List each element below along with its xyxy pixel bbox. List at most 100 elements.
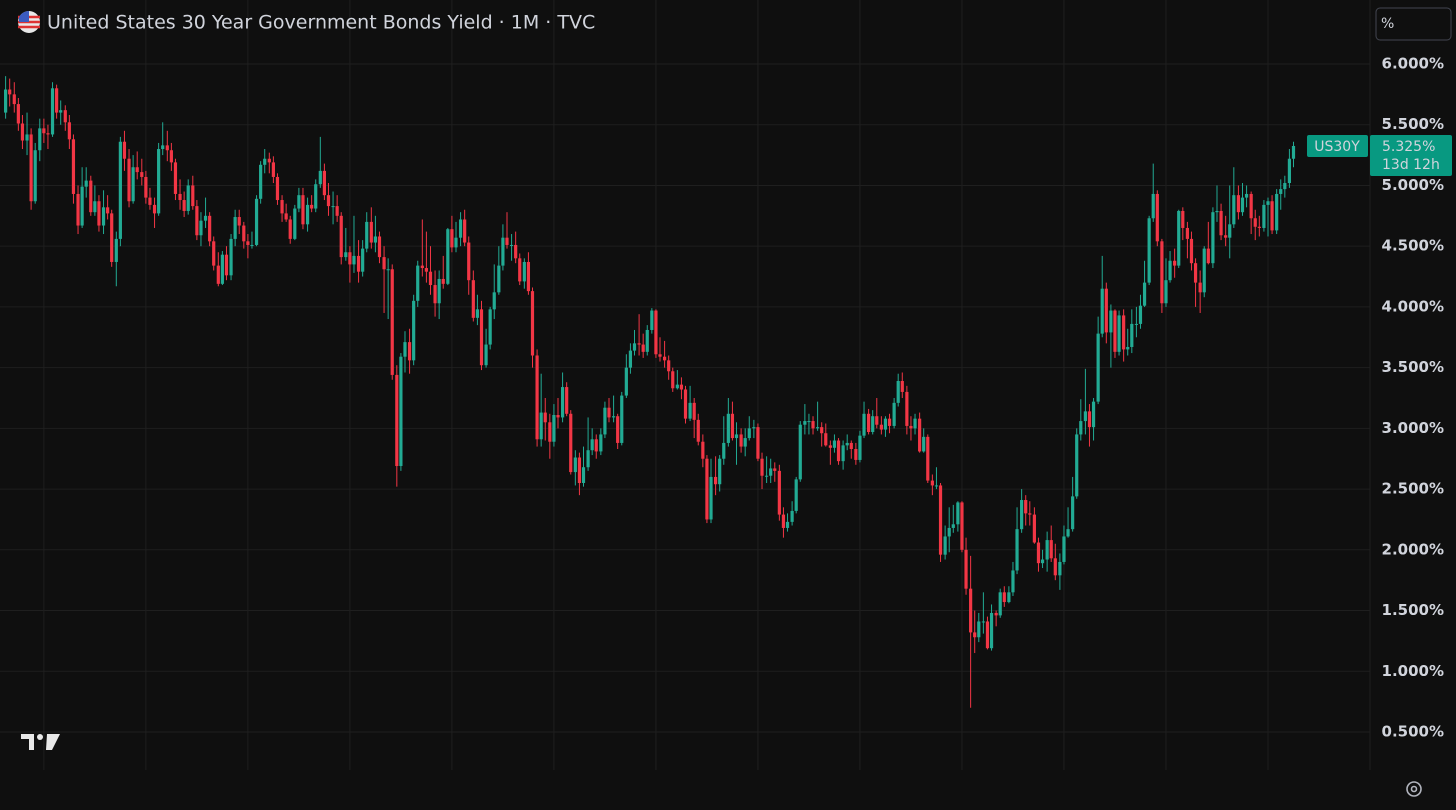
candle-body [224,254,229,276]
unit-button[interactable] [1375,7,1452,41]
candle-body [450,229,454,248]
candle-body [930,480,934,486]
candle-body [1177,210,1181,266]
candle-body [16,104,20,124]
candle-body [365,221,369,249]
candles [4,76,1296,708]
candle-body [1002,592,1006,603]
candle-body [1211,212,1215,264]
candle-body [739,434,743,447]
candle-body [590,439,594,451]
y-tick-label: 3.000% [1382,419,1444,437]
y-tick-label: 1.500% [1382,601,1444,619]
candle-body [1045,540,1049,560]
candle-body [1219,210,1223,236]
candle-body [50,88,55,135]
candle-body [386,269,390,271]
candle-body [382,257,386,270]
candle-body [293,208,297,239]
candle-body [322,170,326,196]
y-tick-label: 5.000% [1382,176,1444,194]
candle-body [1113,310,1117,352]
candle-body [913,418,917,429]
candle-body [1160,241,1164,304]
candle-body [632,343,637,351]
candle-body [662,356,667,361]
candle-body [305,204,310,225]
candle-body [845,442,849,446]
candle-body [671,371,675,389]
candle-body [259,164,263,199]
candle-body [191,185,195,207]
candle-body [828,445,832,448]
chart-title: United States 30 Year Government Bonds Y… [47,12,595,34]
candle-body [67,122,71,140]
settings-icon[interactable] [1406,781,1422,797]
candle-body [377,236,382,258]
candle-body [475,309,480,318]
candle-body [718,458,722,485]
candle-body [816,427,820,429]
candle-body [1215,210,1219,213]
candle-body [905,391,909,426]
candle-body [807,421,811,423]
candle-body [1126,346,1130,350]
candle-body [97,201,101,226]
candle-body [288,219,292,239]
candle-body [144,176,148,198]
candle-body [433,285,437,304]
candle-body [1173,260,1177,266]
candle-body [569,413,573,473]
y-tick-label: 3.500% [1382,358,1444,376]
candle-body [535,355,539,440]
candle-body [701,441,705,459]
settings-ring[interactable] [1406,781,1422,797]
candle-body [981,621,985,623]
candle-body [581,467,586,484]
candle-body [560,387,565,418]
candle-body [654,310,658,355]
candle-body [1109,310,1113,333]
candle-body [577,457,582,484]
candle-body [1147,218,1151,283]
candle-body [820,427,824,434]
candle-body [683,389,688,419]
candle-body [679,384,684,390]
candle-body [1079,421,1083,435]
candle-body [208,215,212,242]
candle-body [938,485,943,555]
candle-body [84,180,88,187]
candle-body [709,476,713,520]
candle-body [1066,529,1070,537]
candle-body [4,89,8,113]
candle-body [1015,529,1019,571]
candle-body [773,468,777,471]
candle-body [1130,323,1134,347]
candle-body [994,612,998,616]
candle-body [352,255,356,265]
candle-body [373,236,377,243]
candle-body [1020,500,1024,530]
candle-body [1224,235,1228,238]
candle-body [1279,189,1283,194]
unit-button-label[interactable]: % [1381,16,1394,32]
candle-body [195,206,199,236]
candle-body [552,414,556,442]
candle-body [611,416,616,418]
candle-body [862,413,866,436]
candle-body [530,291,535,356]
candle-body [599,434,603,452]
candle-body [1040,559,1045,564]
y-tick-label: 6.000% [1382,55,1444,73]
settings-hub[interactable] [1410,785,1418,793]
candle-body [565,387,569,414]
candle-body [892,402,896,426]
candle-body [297,195,301,209]
candle-body [943,536,947,555]
candle-body [1181,210,1185,228]
candle-body [752,427,756,429]
candle-body [471,280,475,318]
candle-body [29,134,33,202]
